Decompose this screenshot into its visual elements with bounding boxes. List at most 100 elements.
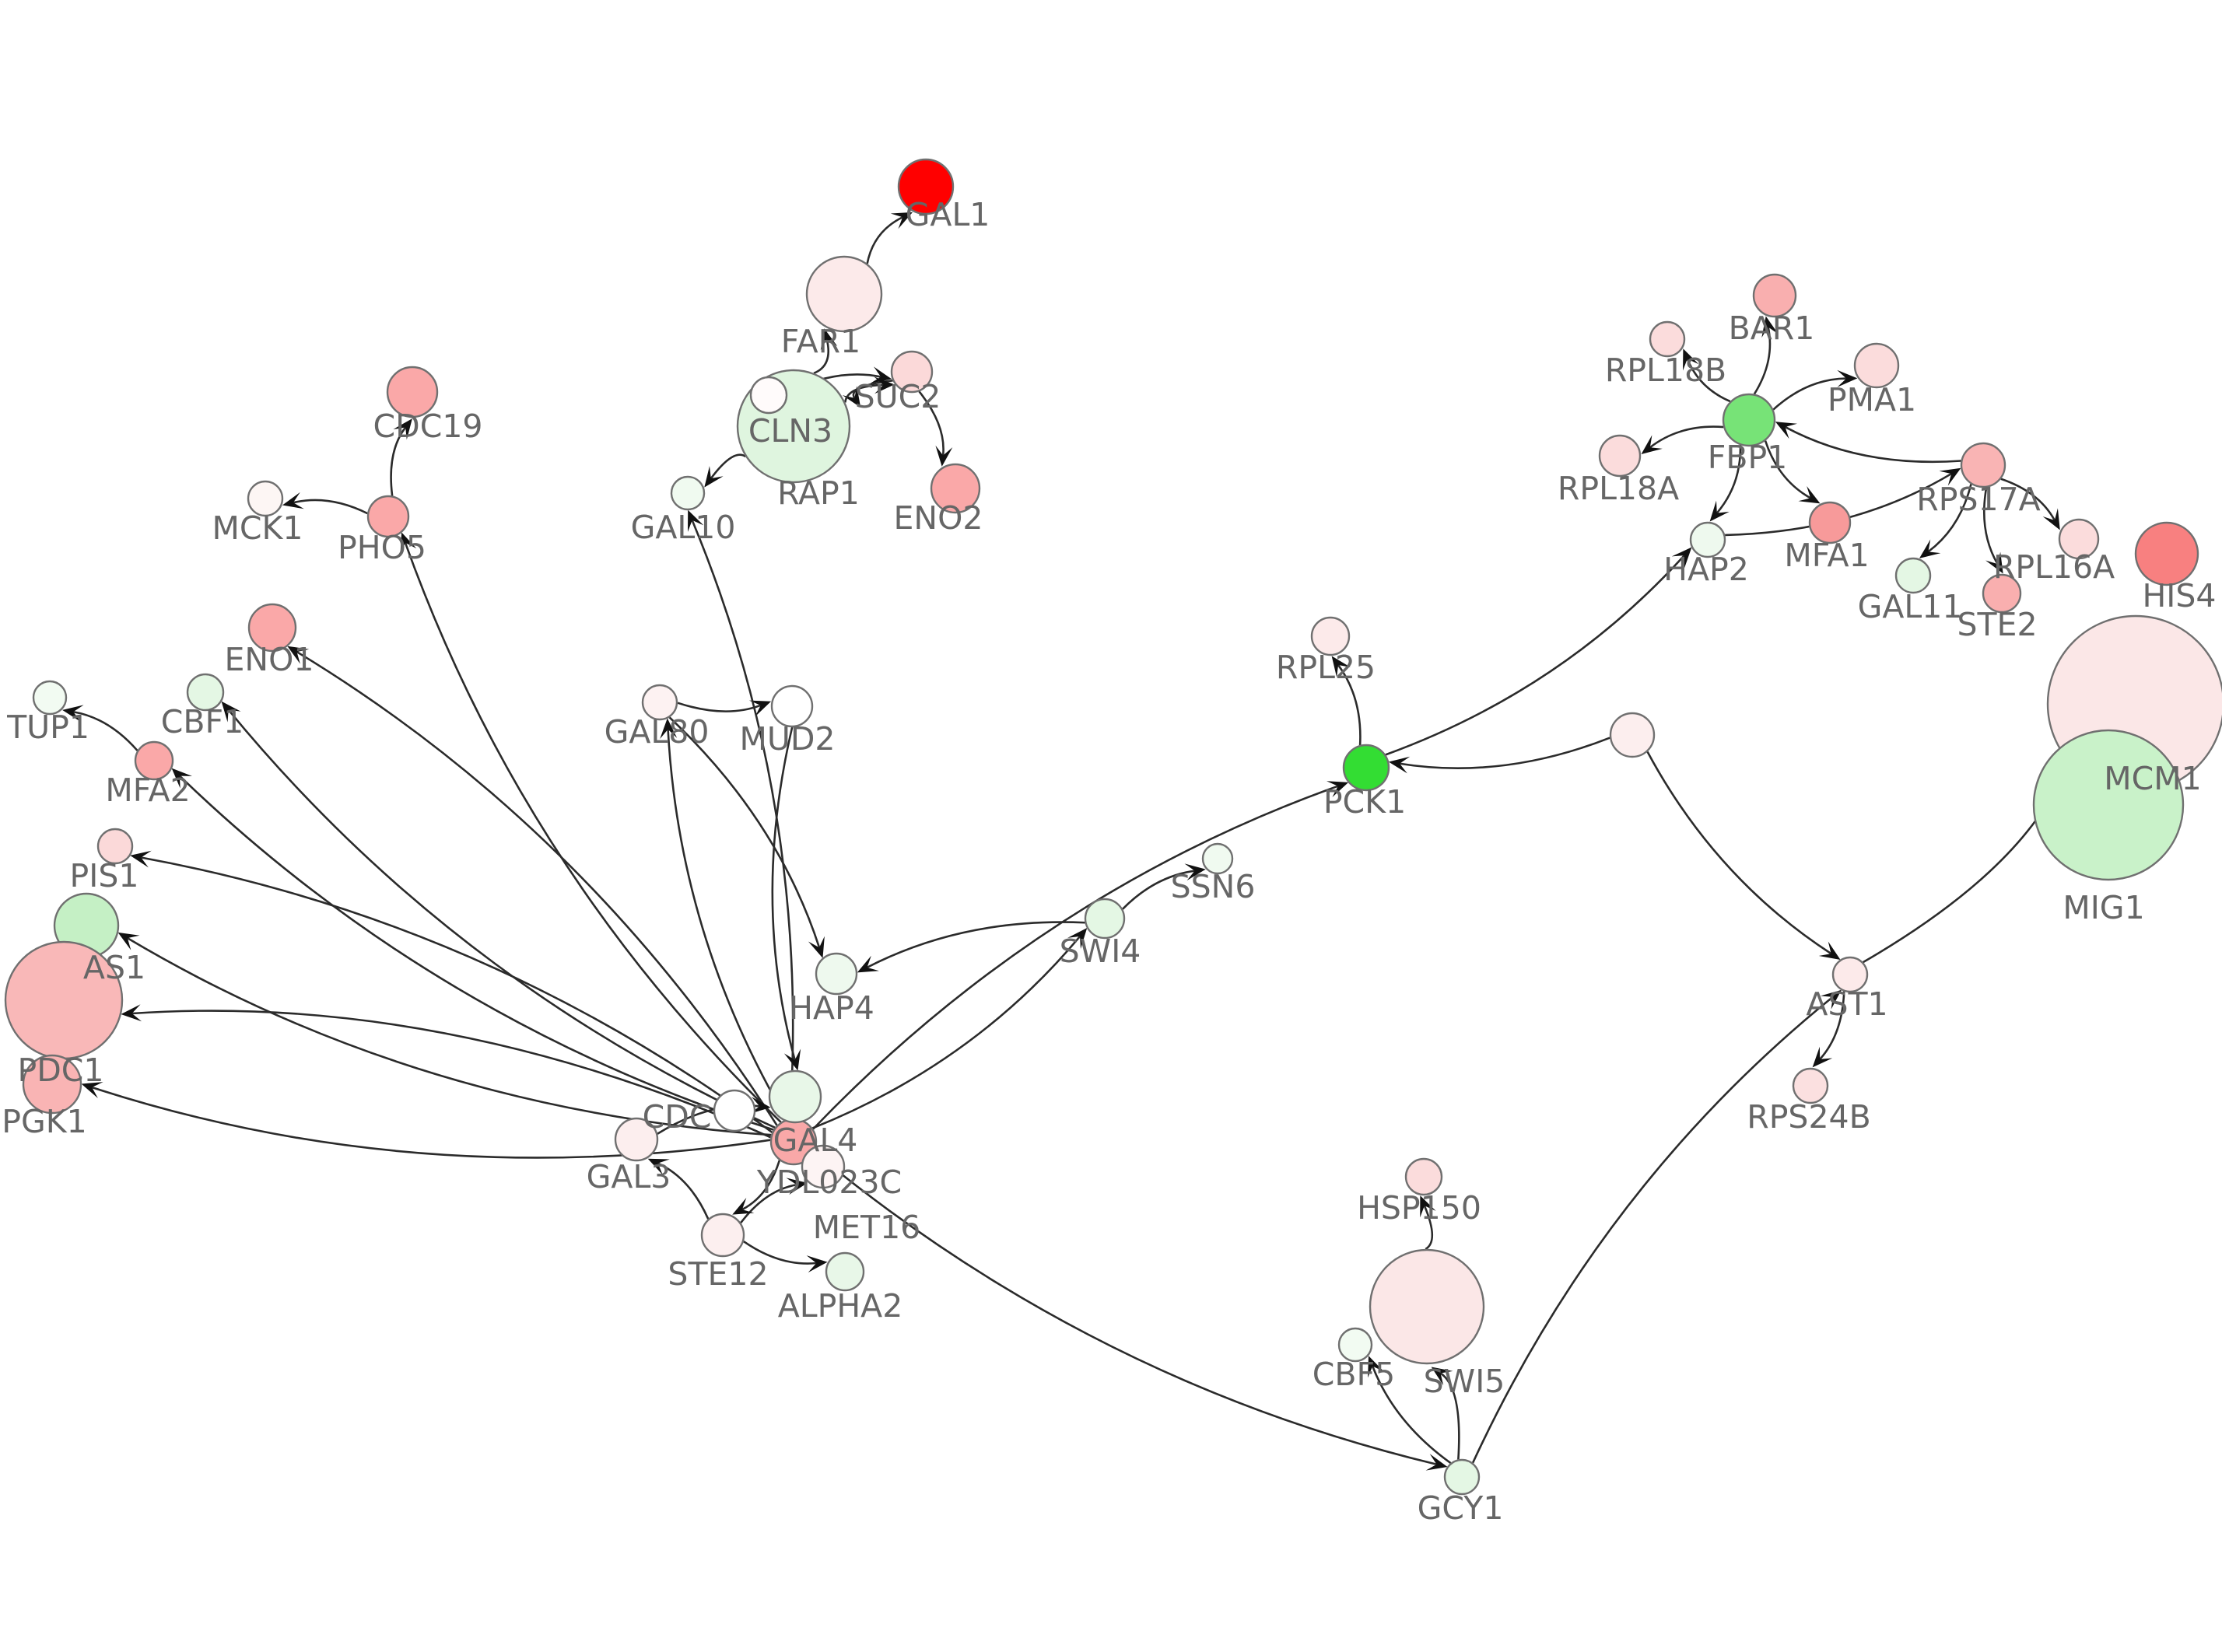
network-edge [741,1160,781,1211]
network-edge [1784,425,1961,464]
node-gal10[interactable] [670,475,706,511]
node-eno2[interactable] [930,463,981,514]
node-label-cdc19: CDC19 [373,408,483,445]
node-mig1[interactable] [2032,729,2185,881]
node-his4[interactable] [2134,521,2199,586]
node-gal80[interactable] [641,684,678,721]
node-hap2[interactable] [1689,521,1726,558]
node-unk1[interactable] [1609,712,1656,758]
node-label-pis1: PIS1 [70,857,139,894]
edge-arrowhead [1327,781,1349,797]
node-fbp1[interactable] [1722,393,1776,447]
node-label-rpl18a: RPL18A [1558,470,1679,507]
edge-arrowhead [1420,1195,1436,1218]
edge-arrowhead [704,466,724,488]
node-far1[interactable] [805,255,883,333]
node-label-mcm1: MCM1 [2104,760,2201,797]
node-pis1[interactable] [96,828,134,865]
network-edge [1772,377,1847,411]
node-swi5[interactable] [1369,1248,1485,1365]
network-edge [293,499,368,515]
node-pho5[interactable] [366,495,410,538]
node-ste12[interactable] [700,1213,745,1258]
edge-arrowhead [2042,508,2060,530]
node-eno1[interactable] [247,603,297,653]
node-ste2[interactable] [1982,573,2022,614]
node-mfa1[interactable] [1808,501,1852,544]
node-suc2[interactable] [890,350,934,394]
node-label-fbp1: FBP1 [1708,439,1788,476]
edge-arrowhead [1671,547,1692,569]
node-label-gal80: GAL80 [605,713,710,751]
node-rpl18a[interactable] [1598,434,1642,478]
node-cdc[interactable] [713,1089,756,1132]
network-edge [1399,737,1610,769]
network-edge [813,338,830,375]
node-cbf1[interactable] [186,673,225,712]
edge-arrowhead [1067,927,1088,949]
node-pgk1[interactable] [22,1054,82,1115]
network-edge [404,542,782,1123]
node-label-his4: HIS4 [2142,577,2216,614]
node-rpl25[interactable] [1310,616,1351,656]
node-alpha2[interactable] [825,1251,865,1292]
node-label-rpl16a: RPL16A [1993,548,2115,586]
network-edge [91,1086,771,1159]
node-label-pdc1: PDC1 [17,1052,103,1089]
node-ssn6[interactable] [1201,842,1234,875]
node-label-mck1: MCK1 [212,509,303,547]
node-gal4hub[interactable] [768,1069,822,1124]
node-label-mfa2: MFA2 [105,772,190,809]
node-gal1[interactable] [897,158,955,215]
node-cbf5[interactable] [1337,1327,1373,1363]
node-label-pho5: PHO5 [338,529,426,566]
network-edge [1423,1205,1434,1251]
node-label-ste12: STE12 [668,1255,768,1293]
node-gal3[interactable] [614,1117,659,1162]
edge-arrowhead [786,1178,808,1195]
network-edge [141,856,773,1134]
edge-arrowhead [221,701,241,723]
edge-arrowhead [660,718,678,740]
network-edge [1764,440,1811,499]
node-swi4[interactable] [1084,898,1126,940]
edge-arrowhead [81,1082,103,1099]
node-mfa2[interactable] [134,740,174,781]
node-label-tup1: TUP1 [6,709,89,746]
node-label-ste2: STE2 [1957,606,2037,643]
edge-arrowhead [1431,1367,1453,1386]
network-edge [1337,664,1362,746]
node-cdc19[interactable] [386,366,439,418]
node-gcy1[interactable] [1443,1458,1481,1496]
node-rpl18b[interactable] [1649,320,1686,358]
node-label-suc2: SUC2 [855,378,941,415]
node-bar1[interactable] [1752,273,1797,318]
edge-arrowhead [1812,1046,1833,1068]
node-hsp150[interactable] [1404,1157,1443,1196]
node-label-mud2: MUD2 [739,720,835,758]
network-edge [1646,751,1832,955]
node-rpl16a[interactable] [2058,518,2100,560]
node-mud2[interactable] [770,684,814,728]
node-label-hap4: HAP4 [789,989,874,1027]
node-pma1[interactable] [1853,342,1900,389]
node-rap1[interactable] [749,376,788,415]
node-gal11[interactable] [1894,557,1932,594]
edge-arrowhead [732,1197,755,1215]
node-pck1[interactable] [1342,744,1390,792]
edge-arrowhead [130,850,152,868]
node-label-hsp150: HSP150 [1357,1189,1481,1227]
network-edge [657,1162,710,1220]
node-label-cbf5: CBF5 [1313,1356,1395,1393]
edge-arrowhead [842,386,861,408]
node-hap4[interactable] [815,952,858,996]
node-label-cdc: CDC [643,1098,712,1136]
node-ydl023c[interactable] [801,1144,846,1189]
node-ast1[interactable] [1831,956,1869,993]
node-mck1[interactable] [247,480,284,517]
node-rps17a[interactable] [1960,442,2006,488]
node-rps24b[interactable] [1792,1067,1829,1104]
node-tup1[interactable] [32,680,68,716]
node-label-gal11: GAL11 [1858,588,1963,625]
